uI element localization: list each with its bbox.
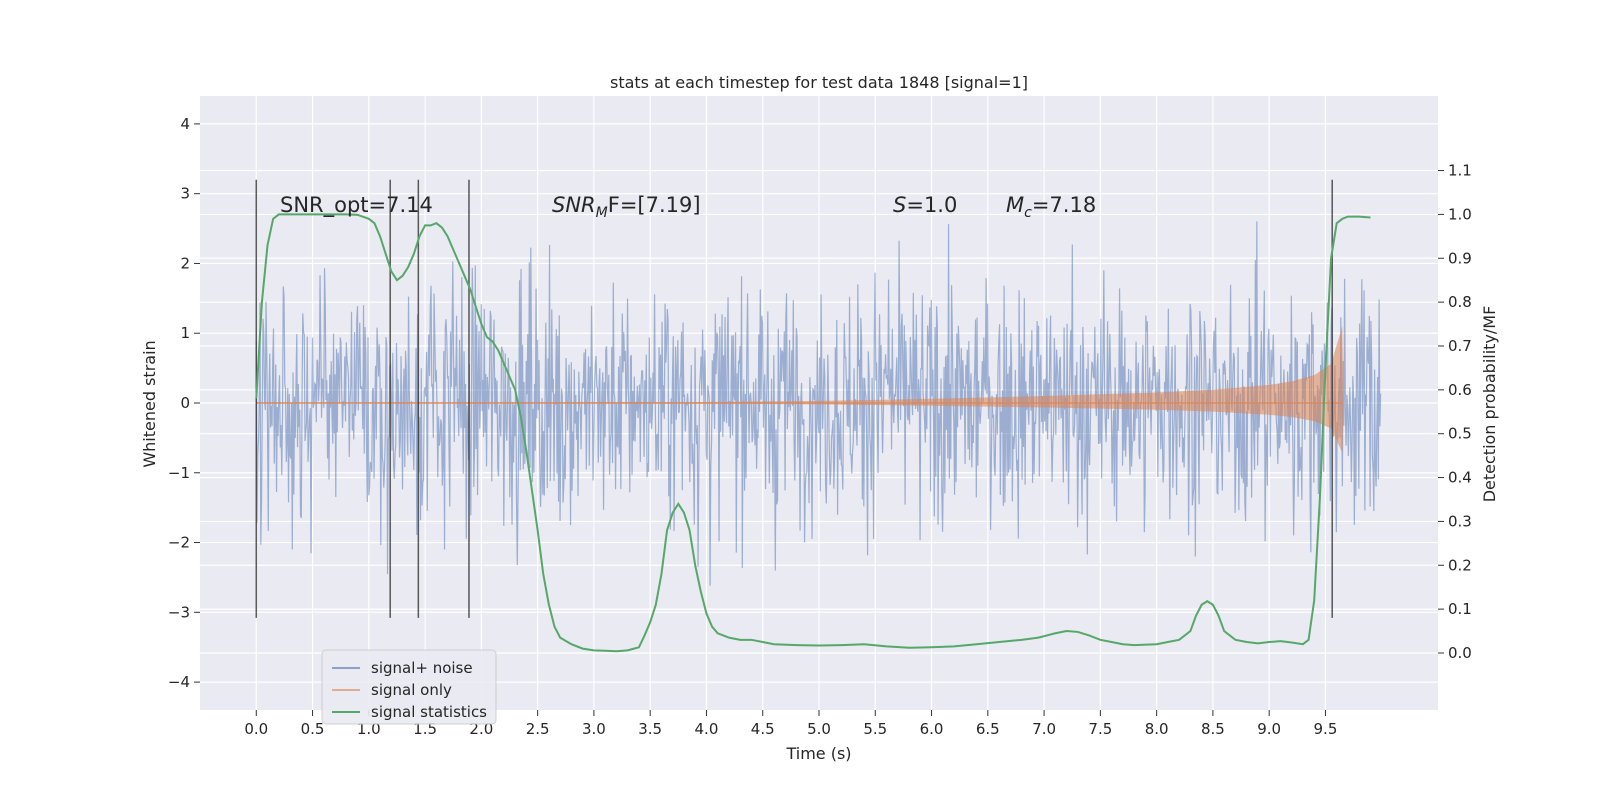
y-tick-label: 0 [180, 394, 190, 412]
x-tick-label: 6.5 [976, 720, 1000, 738]
x-tick-label: 5.5 [863, 720, 887, 738]
x-tick-label: 2.5 [526, 720, 550, 738]
y-tick-label: −4 [168, 673, 190, 691]
legend-label: signal+ noise [371, 659, 473, 677]
chart-title: stats at each timestep for test data 184… [610, 73, 1028, 92]
annotation-1: SNR_opt=7.14 [280, 193, 433, 218]
y2-tick-label: 0.5 [1448, 425, 1472, 443]
x-tick-label: 9.0 [1257, 720, 1281, 738]
y2-tick-label: 0.6 [1448, 381, 1472, 399]
y-tick-label: 1 [180, 324, 190, 342]
x-tick-label: 8.5 [1201, 720, 1225, 738]
x-tick-label: 4.0 [695, 720, 719, 738]
y2-axis-label: Detection probability/MF [1480, 306, 1499, 503]
y2-tick-label: 0.3 [1448, 512, 1472, 530]
y2-tick-label: 0.0 [1448, 644, 1472, 662]
y2-tick-label: 0.2 [1448, 556, 1472, 574]
annotation-2: SNRMF=[7.19] [552, 193, 701, 221]
y-tick-label: −3 [168, 603, 190, 621]
annotation-4: Mc=7.18 [1006, 193, 1096, 221]
x-tick-label: 3.5 [638, 720, 662, 738]
x-tick-label: 3.0 [582, 720, 606, 738]
y-tick-label: −1 [168, 464, 190, 482]
x-tick-label: 9.5 [1314, 720, 1338, 738]
y-tick-label: 3 [180, 185, 190, 203]
y2-axis-ticks: 1.1 1.0 0.9 0.8 0.7 0.6 0.5 0.4 0.3 0.2 0.1 0.0 [1438, 162, 1472, 662]
noise-trace [255, 221, 1382, 586]
y-tick-label: 2 [180, 254, 190, 272]
x-tick-label: 8.0 [1145, 720, 1169, 738]
legend-label: signal statistics [371, 703, 487, 721]
x-tick-label: 5.0 [807, 720, 831, 738]
legend: signal+ noise signal only signal statistic… [321, 649, 497, 725]
y2-tick-label: 1.1 [1448, 162, 1472, 180]
stats-line [255, 213, 1371, 653]
annotations: SNR_opt=7.14 SNRMF=[7.19] S=1.0 Mc=7.18 [280, 193, 1096, 221]
legend-box [321, 649, 497, 725]
x-tick-label: 7.5 [1088, 720, 1112, 738]
stats-series [255, 213, 1371, 653]
x-tick-label: 0.0 [244, 720, 268, 738]
x-axis-ticks: 0.0 0.5 1.0 1.5 2.0 2.5 3.0 3.5 4.0 4.5 5.0 5.5 6.0 6… [244, 710, 1337, 738]
y-tick-label: −2 [168, 534, 190, 552]
y2-tick-label: 0.1 [1448, 600, 1472, 618]
y2-tick-label: 0.9 [1448, 249, 1472, 267]
annotation-3: S=1.0 [893, 193, 957, 217]
vertical-markers [255, 179, 1333, 618]
x-tick-label: 7.0 [1032, 720, 1056, 738]
signal-series [256, 326, 1344, 453]
legend-label: signal only [371, 681, 452, 699]
x-tick-label: 0.5 [301, 720, 325, 738]
y2-tick-label: 0.4 [1448, 469, 1472, 487]
y-axis-ticks: 4 3 2 1 0 −1 −2 −3 −4 [168, 115, 200, 691]
x-tick-label: 4.5 [751, 720, 775, 738]
y-axis-label: Whitened strain [140, 340, 159, 467]
y2-tick-label: 1.0 [1448, 205, 1472, 223]
y2-tick-label: 0.8 [1448, 293, 1472, 311]
noise-series [255, 221, 1382, 586]
y2-tick-label: 0.7 [1448, 337, 1472, 355]
x-axis-label: Time (s) [785, 744, 851, 763]
y-tick-label: 4 [180, 115, 190, 133]
x-tick-label: 6.0 [920, 720, 944, 738]
